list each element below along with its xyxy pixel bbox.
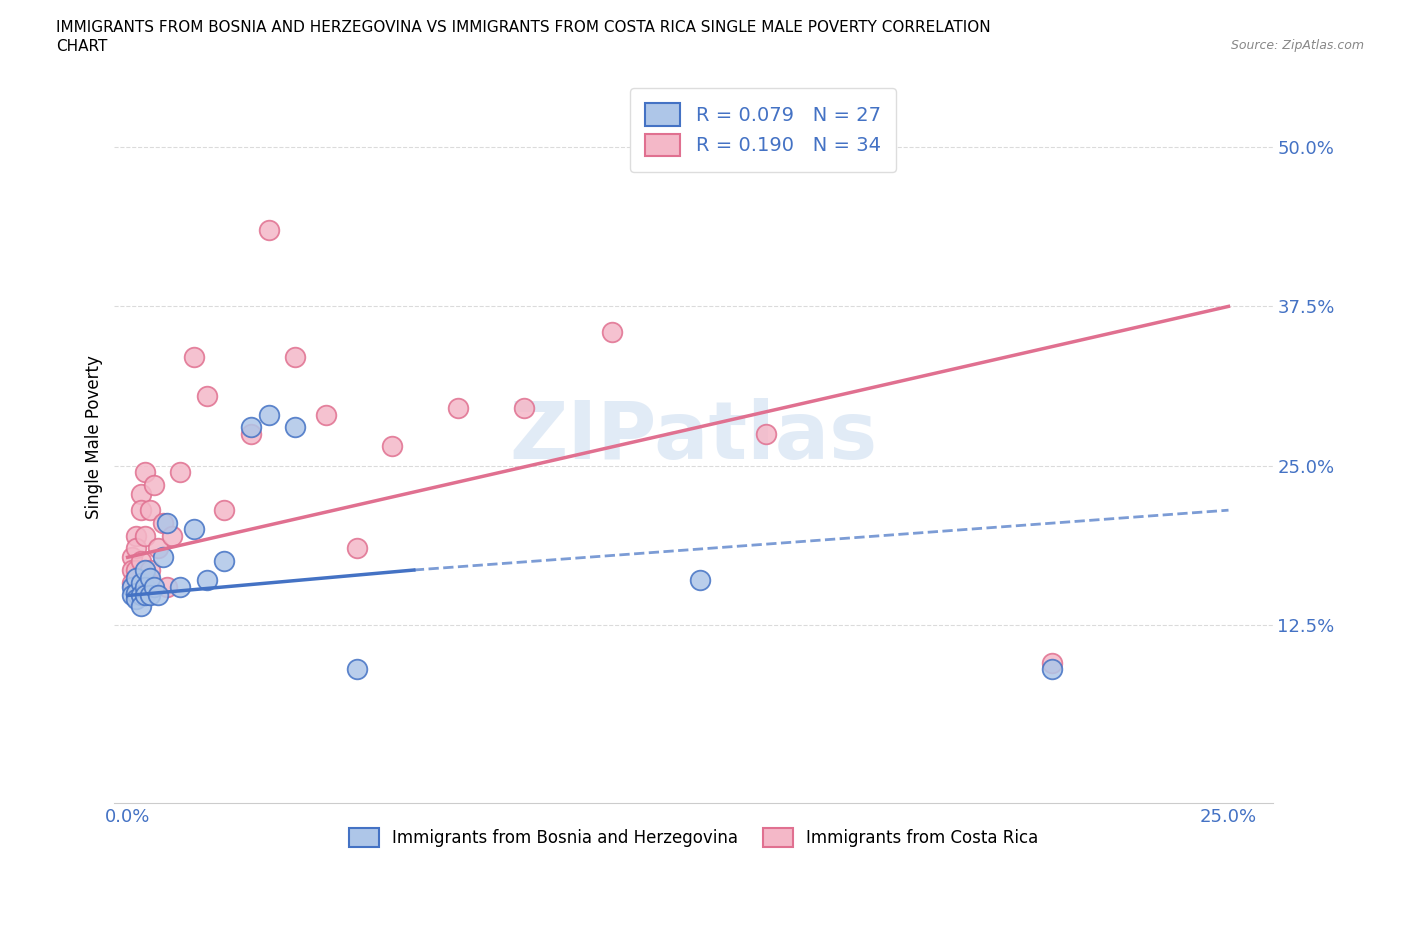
Point <box>148 541 170 556</box>
Point <box>160 528 183 543</box>
Point <box>152 550 174 565</box>
Point <box>134 579 156 594</box>
Point <box>156 515 179 530</box>
Point <box>1040 656 1063 671</box>
Point <box>239 426 262 441</box>
Point <box>600 325 623 339</box>
Point <box>239 420 262 435</box>
Point <box>143 579 166 594</box>
Point <box>121 550 143 565</box>
Point <box>257 407 280 422</box>
Point <box>284 420 307 435</box>
Point <box>129 503 152 518</box>
Y-axis label: Single Male Poverty: Single Male Poverty <box>86 355 103 519</box>
Point <box>689 573 711 588</box>
Point <box>125 591 148 606</box>
Point <box>195 388 218 403</box>
Point <box>148 588 170 603</box>
Point <box>125 563 148 578</box>
Point <box>755 426 778 441</box>
Point <box>121 588 143 603</box>
Point <box>125 570 148 585</box>
Point <box>315 407 337 422</box>
Point <box>143 477 166 492</box>
Point <box>257 222 280 237</box>
Point <box>346 541 368 556</box>
Point <box>134 528 156 543</box>
Point <box>346 662 368 677</box>
Point <box>129 576 152 591</box>
Point <box>121 576 143 591</box>
Legend: Immigrants from Bosnia and Herzegovina, Immigrants from Costa Rica: Immigrants from Bosnia and Herzegovina, … <box>335 815 1052 860</box>
Point <box>138 570 160 585</box>
Point <box>138 588 160 603</box>
Point <box>513 401 536 416</box>
Point <box>129 553 152 568</box>
Text: ZIPatlas: ZIPatlas <box>509 398 877 476</box>
Point <box>134 464 156 479</box>
Text: Source: ZipAtlas.com: Source: ZipAtlas.com <box>1230 39 1364 52</box>
Point <box>284 350 307 365</box>
Point <box>134 563 156 578</box>
Point <box>129 598 152 613</box>
Point <box>195 573 218 588</box>
Point <box>183 350 205 365</box>
Text: IMMIGRANTS FROM BOSNIA AND HERZEGOVINA VS IMMIGRANTS FROM COSTA RICA SINGLE MALE: IMMIGRANTS FROM BOSNIA AND HERZEGOVINA V… <box>56 20 991 35</box>
Point <box>138 563 160 578</box>
Point <box>169 579 191 594</box>
Point <box>125 541 148 556</box>
Point <box>1040 662 1063 677</box>
Point <box>121 579 143 594</box>
Point <box>121 563 143 578</box>
Text: CHART: CHART <box>56 39 108 54</box>
Point <box>183 522 205 537</box>
Point <box>214 503 236 518</box>
Point <box>381 439 404 454</box>
Point <box>129 486 152 501</box>
Point <box>129 588 152 603</box>
Point <box>138 576 160 591</box>
Point <box>447 401 470 416</box>
Point <box>152 515 174 530</box>
Point <box>134 588 156 603</box>
Point <box>169 464 191 479</box>
Point <box>125 586 148 601</box>
Point <box>125 528 148 543</box>
Point <box>156 579 179 594</box>
Point <box>138 503 160 518</box>
Point <box>214 553 236 568</box>
